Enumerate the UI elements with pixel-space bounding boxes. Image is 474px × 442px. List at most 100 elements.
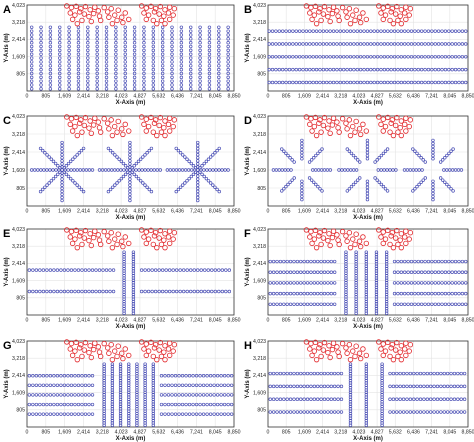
turbine-point <box>104 233 111 239</box>
x-tick-label: 3,218 <box>96 430 109 436</box>
station-point <box>280 147 284 151</box>
station-point <box>198 402 202 407</box>
turbine-point <box>69 16 76 23</box>
station-point <box>48 75 53 80</box>
station-point <box>29 44 34 49</box>
station-point <box>430 67 434 72</box>
station-point <box>275 397 279 401</box>
station-point <box>114 40 118 45</box>
station-point <box>48 83 53 87</box>
station-point <box>39 52 43 56</box>
station-point <box>294 80 298 85</box>
station-point <box>29 87 34 91</box>
station-point <box>217 67 221 72</box>
station-point <box>114 33 118 37</box>
station-point <box>319 371 323 376</box>
station-point <box>226 52 230 56</box>
station-point <box>102 409 106 413</box>
station-point <box>189 67 193 72</box>
station-point <box>392 270 397 274</box>
station-point <box>342 80 346 85</box>
station-point <box>95 60 99 64</box>
station-point <box>374 306 379 311</box>
station-point <box>67 67 71 72</box>
panel-label: E <box>3 228 10 240</box>
station-point <box>127 414 131 418</box>
station-point <box>170 79 174 83</box>
station-point <box>302 281 306 285</box>
station-point <box>53 161 58 166</box>
station-point <box>440 29 444 33</box>
turbine-point <box>406 236 412 242</box>
station-point <box>348 390 353 395</box>
station-point <box>440 55 444 59</box>
station-point <box>102 411 106 416</box>
x-axis-label: X-Axis (m) <box>353 324 383 330</box>
station-point <box>316 281 320 285</box>
station-point <box>45 412 49 416</box>
station-point <box>312 259 317 264</box>
station-point <box>426 270 431 274</box>
x-tick-label: 7,241 <box>425 94 438 100</box>
station-point <box>135 395 139 399</box>
station-point <box>73 402 77 407</box>
station-point <box>58 87 62 91</box>
station-point <box>45 383 49 388</box>
station-point <box>362 67 366 72</box>
turbine-point <box>382 12 389 18</box>
station-point <box>389 67 393 72</box>
plot-frame <box>267 228 469 316</box>
station-point <box>52 402 56 407</box>
turbine-point <box>106 14 112 20</box>
station-point <box>447 281 451 285</box>
station-point <box>369 67 373 72</box>
station-point <box>342 55 346 59</box>
station-point <box>60 177 64 181</box>
station-point <box>55 374 60 378</box>
turbine-point <box>170 12 176 18</box>
turbine-point <box>115 118 121 125</box>
turbine-point <box>115 231 121 237</box>
station-point <box>384 252 389 257</box>
station-point <box>207 60 212 64</box>
x-tick-label: 4,827 <box>371 209 384 215</box>
station-point <box>184 374 188 378</box>
station-point <box>170 64 174 68</box>
station-point <box>58 75 62 80</box>
station-point <box>97 268 102 272</box>
station-point <box>292 281 296 285</box>
station-point <box>118 407 123 411</box>
station-point <box>207 37 212 41</box>
station-point <box>443 259 448 264</box>
station-point <box>364 378 369 383</box>
station-point <box>122 295 126 299</box>
turbine-point <box>320 11 327 17</box>
y-axis-label: Y-Axis (m) <box>4 257 10 286</box>
station-point <box>271 259 276 264</box>
station-point <box>151 404 156 409</box>
turbine-point <box>388 345 394 351</box>
turbine-point <box>380 341 386 347</box>
station-point <box>123 33 127 37</box>
station-point <box>196 180 200 184</box>
turbine-point <box>68 228 75 235</box>
station-point <box>318 187 322 191</box>
station-point <box>413 80 417 85</box>
station-point <box>399 55 404 59</box>
station-point <box>76 83 81 87</box>
turbine-point <box>119 350 125 356</box>
turbine-point <box>394 3 400 10</box>
station-point <box>132 48 137 53</box>
station-point <box>143 364 147 369</box>
y-axis-label: Y-Axis (m) <box>4 146 10 175</box>
station-point <box>131 250 136 254</box>
station-point <box>435 371 440 376</box>
station-point <box>382 42 387 46</box>
turbine-point <box>403 352 409 359</box>
station-point <box>344 266 348 271</box>
station-point <box>38 374 42 378</box>
panel-label: B <box>244 4 252 16</box>
y-tick-label: 1,609 <box>12 278 25 284</box>
station-point <box>86 44 90 49</box>
